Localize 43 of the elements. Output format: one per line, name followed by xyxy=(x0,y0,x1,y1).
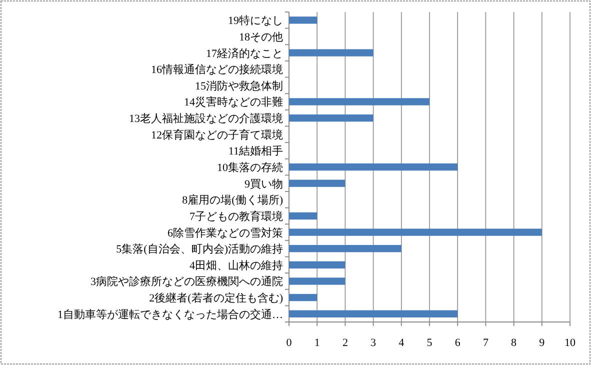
bar xyxy=(289,16,318,24)
y-tick-label: 6除雪作業などの雪対策 xyxy=(168,226,283,240)
x-tick-label: 8 xyxy=(511,337,518,349)
x-tick-label: 9 xyxy=(539,337,546,349)
bar xyxy=(289,49,374,56)
y-tick-label: 16情報通信などの接続環境 xyxy=(151,63,283,76)
bar xyxy=(289,261,346,268)
y-tick-label: 10集落の存続 xyxy=(217,161,283,174)
x-tick-label: 5 xyxy=(426,337,433,349)
x-tick-label: 3 xyxy=(370,337,377,349)
x-tick-label: 6 xyxy=(454,337,461,349)
y-tick-label: 14災害時などの非難 xyxy=(184,96,283,109)
bar xyxy=(289,228,542,236)
x-tick-label: 2 xyxy=(342,337,348,349)
bar xyxy=(289,163,458,171)
bar xyxy=(289,180,346,187)
bar xyxy=(289,114,374,122)
y-tick-label: 13老人福祉施設などの介護環境 xyxy=(129,112,283,126)
bar xyxy=(289,310,458,318)
y-tick-label: 7子どもの教育環境 xyxy=(190,210,283,223)
x-tick-label: 1 xyxy=(314,337,320,349)
y-tick-label: 8雇用の場(働く場所) xyxy=(182,194,284,207)
y-tick-label: 11結婚相手 xyxy=(228,144,283,158)
y-tick-label: 3病院や診療所などの医療機関への通院 xyxy=(90,275,283,288)
y-tick-label: 15消防や救急体制 xyxy=(195,79,283,92)
y-tick-label: 1自動車等が運転できなくなった場合の交通… xyxy=(58,308,283,321)
bar xyxy=(289,244,402,252)
y-tick-label: 19特になし xyxy=(228,15,283,28)
bar xyxy=(289,212,318,220)
x-tick-label: 10 xyxy=(564,337,576,349)
y-tick-label: 17経済的なこと xyxy=(206,46,283,60)
x-tick-label: 4 xyxy=(398,337,405,349)
x-tick-label: 7 xyxy=(482,337,489,349)
x-tick-label: 0 xyxy=(286,337,292,349)
bar xyxy=(289,294,318,302)
y-tick-label: 2後継者(若者の定住も含む) xyxy=(149,292,284,305)
y-tick-label: 12保育園などの子育て環境 xyxy=(151,128,283,142)
bar xyxy=(289,98,430,106)
y-tick-label: 4田畑、山林の維持 xyxy=(190,258,283,272)
y-tick-label: 18その他 xyxy=(239,31,283,44)
bar xyxy=(289,278,346,285)
y-tick-label: 9買い物 xyxy=(244,178,283,190)
y-tick-label: 5集落(自治会、町内会)活動の維持 xyxy=(116,242,283,256)
